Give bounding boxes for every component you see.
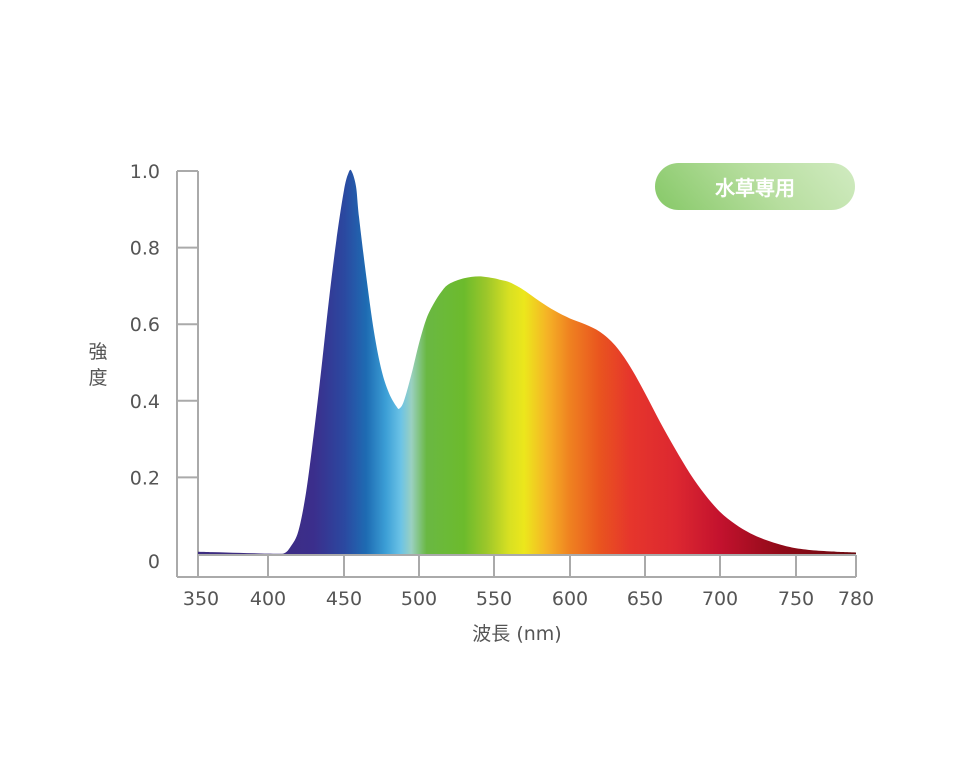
spectrum-area xyxy=(198,170,856,554)
badge: 水草専用 xyxy=(655,163,855,210)
y-axis-title-char-2: 度 xyxy=(88,367,107,389)
y-tick-label: 0.4 xyxy=(130,391,160,413)
x-tick-label: 500 xyxy=(401,588,437,610)
x-tick-label: 400 xyxy=(250,588,286,610)
y-axis-title-char-1: 強 xyxy=(88,341,107,363)
x-ticks: 350 400 450 500 550 600 650 700 750 780 xyxy=(183,555,874,610)
y-tick-label: 0.2 xyxy=(130,467,160,489)
x-tick-label: 750 xyxy=(778,588,814,610)
x-axis-title: 波長 (nm) xyxy=(472,623,561,645)
y-tick-label: 0.6 xyxy=(130,314,160,336)
y-ticks: 0 0.2 0.4 0.6 0.8 1.0 xyxy=(130,161,198,573)
y-tick-label: 0 xyxy=(148,551,160,573)
y-tick-label: 1.0 xyxy=(130,161,160,183)
x-tick-label: 780 xyxy=(838,588,874,610)
x-tick-label: 450 xyxy=(326,588,362,610)
x-tick-label: 650 xyxy=(627,588,663,610)
y-tick-label: 0.8 xyxy=(130,238,160,260)
x-tick-label: 550 xyxy=(476,588,512,610)
x-tick-label: 350 xyxy=(183,588,219,610)
x-tick-label: 600 xyxy=(552,588,588,610)
x-tick-label: 700 xyxy=(702,588,738,610)
badge-label: 水草専用 xyxy=(715,176,795,200)
